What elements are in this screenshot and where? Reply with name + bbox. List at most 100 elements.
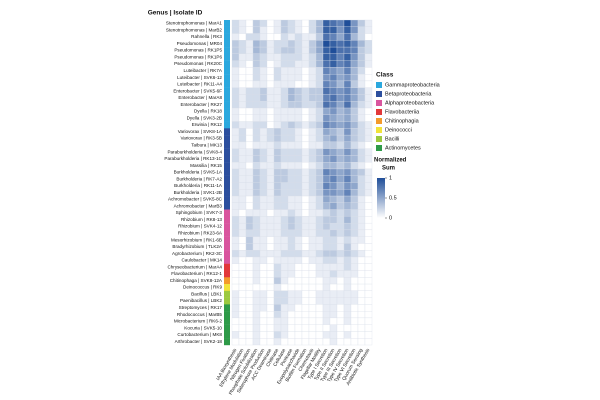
heatmap-cell	[294, 53, 303, 61]
heatmap-cell	[343, 74, 352, 82]
heatmap-cell	[308, 250, 317, 258]
heatmap-cell	[259, 331, 268, 339]
heatmap-cell	[266, 19, 275, 27]
legend-swatch	[376, 82, 382, 88]
heatmap-cell	[245, 141, 254, 149]
heatmap-cell	[231, 283, 240, 291]
heatmap-cell	[343, 168, 352, 176]
heatmap-cell	[287, 26, 296, 34]
heatmap-cell	[280, 107, 289, 115]
heatmap-cell	[322, 324, 331, 332]
heatmap-cell	[322, 46, 331, 55]
heatmap-cell	[280, 283, 289, 291]
heatmap-cell	[238, 243, 247, 251]
row-label: Erwinia | RK12	[192, 122, 223, 127]
row-label: Burkholderia | RK7-A2	[176, 176, 222, 181]
heatmap-cell	[266, 324, 275, 332]
heatmap-cell	[357, 121, 366, 129]
heatmap-cell	[301, 216, 310, 224]
heatmap-cell	[280, 114, 289, 122]
heatmap-cell	[245, 338, 254, 346]
heatmap-cell	[343, 19, 352, 27]
heatmap-cell	[266, 263, 275, 271]
class-strip	[224, 277, 230, 285]
heatmap-cell	[350, 80, 359, 88]
heatmap-cell	[364, 80, 373, 88]
heatmap-cell	[336, 80, 345, 88]
heatmap-cell	[329, 26, 338, 34]
heatmap-cell	[357, 19, 366, 27]
heatmap-cell	[273, 324, 282, 332]
heatmap-cell	[287, 141, 296, 149]
heatmap-cell	[231, 87, 240, 95]
heatmap-cell	[280, 243, 289, 251]
heatmap-cell	[287, 189, 296, 197]
heatmap-cell	[238, 290, 247, 298]
heatmap-cell	[357, 162, 366, 170]
class-strip	[224, 317, 230, 325]
class-strip	[224, 196, 230, 204]
heatmap-cell	[231, 121, 240, 129]
heatmap-cell	[322, 236, 331, 244]
heatmap-cell	[364, 121, 373, 129]
heatmap-cell	[245, 26, 254, 34]
heatmap-cell	[308, 40, 317, 48]
heatmap-cell	[245, 53, 254, 61]
heatmap-cell	[343, 317, 352, 325]
class-strip	[224, 101, 230, 109]
heatmap-cell	[315, 101, 324, 109]
heatmap-cell	[245, 283, 254, 291]
heatmap-cell	[308, 256, 317, 264]
heatmap-cell	[252, 168, 261, 176]
heatmap-cell	[294, 67, 303, 75]
heatmap-cell	[259, 74, 268, 82]
heatmap-cell	[238, 53, 247, 61]
heatmap-cell	[259, 209, 268, 217]
heatmap-cell	[357, 26, 366, 34]
heatmap-cell	[294, 107, 303, 115]
heatmap-cell	[350, 67, 359, 75]
heatmap-cell	[336, 202, 345, 210]
heatmap-cell	[294, 338, 303, 346]
heatmap-cell	[273, 94, 282, 102]
heatmap-cell	[231, 141, 240, 149]
heatmap-cell	[294, 324, 303, 332]
heatmap-cell	[245, 168, 254, 176]
heatmap-cell	[322, 114, 331, 122]
heatmap-cell	[301, 283, 310, 291]
heatmap-cell	[252, 182, 261, 190]
heatmap-cell	[329, 60, 338, 68]
heatmap-cell	[266, 128, 275, 136]
heatmap-cell	[343, 67, 352, 75]
heatmap-cell	[350, 60, 359, 68]
row-label: Agrobacterium | RK2-3C	[172, 251, 223, 256]
heatmap-cell	[301, 189, 310, 197]
heatmap-cell	[231, 229, 240, 237]
heatmap-cell	[350, 155, 359, 163]
heatmap-cell	[350, 107, 359, 115]
heatmap-cell	[245, 155, 254, 163]
legend-swatch	[376, 100, 382, 106]
heatmap-cell	[294, 46, 303, 55]
heatmap-cell	[329, 80, 338, 88]
heatmap-cell	[308, 236, 317, 244]
heatmap-cell	[350, 94, 359, 102]
heatmap-cell	[336, 128, 345, 136]
heatmap-cell	[259, 53, 268, 61]
heatmap-cell	[231, 114, 240, 122]
heatmap-cell	[322, 256, 331, 264]
heatmap-cell	[357, 114, 366, 122]
heatmap-cell	[301, 243, 310, 251]
heatmap-cell	[238, 121, 247, 129]
heatmap-cell	[245, 80, 254, 88]
heatmap-cell	[301, 324, 310, 332]
class-strip	[224, 338, 230, 346]
heatmap-cell	[294, 87, 303, 95]
heatmap-cell	[280, 134, 289, 143]
heatmap-cell	[315, 46, 324, 55]
heatmap-cell	[329, 40, 338, 48]
heatmap-cell	[350, 317, 359, 325]
heatmap-cell	[336, 60, 345, 68]
class-strip	[224, 121, 230, 129]
class-strip	[224, 60, 230, 68]
